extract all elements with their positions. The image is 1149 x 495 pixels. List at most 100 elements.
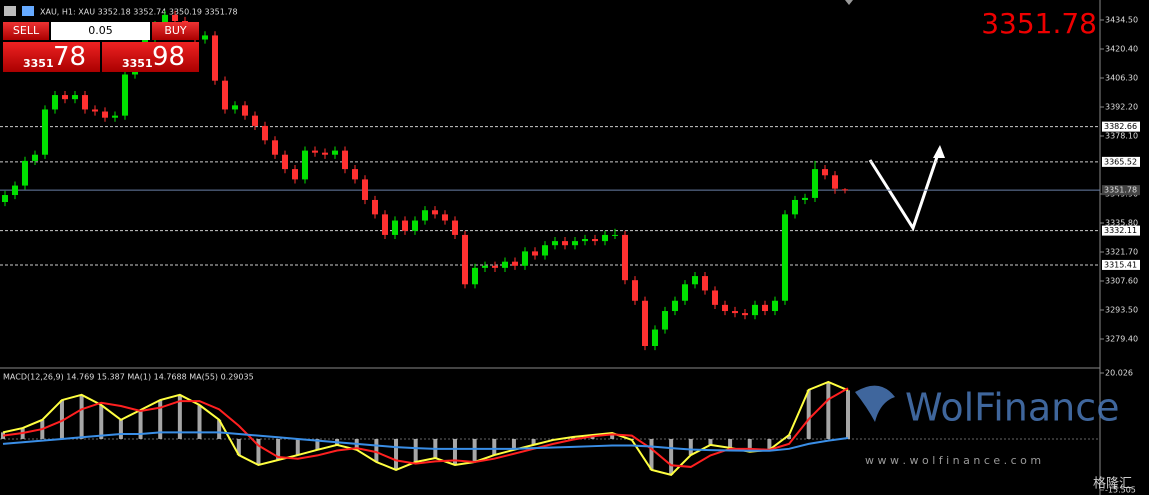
icon <box>22 6 34 16</box>
level-label: 3315.41 <box>1104 260 1137 269</box>
histogram-bar <box>610 433 615 439</box>
y-tick-label: 3406.30 <box>1105 73 1138 82</box>
candle-body <box>582 239 588 242</box>
candle-body <box>442 214 448 221</box>
candle-body <box>592 239 598 242</box>
candle-body <box>662 311 668 330</box>
candle-body <box>602 234 608 242</box>
candle-body <box>622 234 628 281</box>
histogram-bar <box>197 405 202 439</box>
candle-body <box>312 150 318 153</box>
candle-body <box>422 210 428 221</box>
candle-body <box>532 251 538 256</box>
histogram-bar <box>138 409 143 439</box>
candle-body <box>462 234 468 285</box>
macd-label: MACD(12,26,9) 14.769 15.387 MA(1) 14.768… <box>3 373 254 382</box>
candle-body <box>692 276 698 285</box>
macd-line <box>2 387 849 468</box>
candle-body <box>732 311 738 314</box>
candle-body <box>322 152 328 155</box>
level-label-bg <box>1102 225 1140 236</box>
forecast-arrow <box>868 147 942 232</box>
watermark-brand: WolFinance <box>905 386 1120 430</box>
level-label-bg <box>1102 259 1140 270</box>
candle-body <box>572 241 578 246</box>
candle-body <box>722 304 728 312</box>
histogram-bar <box>374 438 379 462</box>
candle-body <box>672 300 678 312</box>
y-tick-label: 3378.10 <box>1105 131 1138 140</box>
histogram-bar <box>99 405 104 439</box>
level-label-bg <box>1102 185 1140 196</box>
histogram-bar <box>394 438 399 470</box>
candle-body <box>82 95 88 110</box>
candle-body <box>762 304 768 312</box>
candle-body <box>212 35 218 81</box>
candle-body <box>492 265 498 268</box>
candle-body <box>432 210 438 215</box>
histogram-bar <box>531 438 536 445</box>
candle-body <box>502 261 508 268</box>
histogram-bar <box>276 438 281 461</box>
shift-marker <box>845 0 853 5</box>
candle-body <box>612 234 618 236</box>
bid-box[interactable]: 3351 78 <box>3 42 100 72</box>
histogram-bar <box>747 438 752 452</box>
candle-body <box>282 154 288 170</box>
candle-body <box>352 169 358 180</box>
y-tick-label: 3420.40 <box>1105 44 1138 53</box>
icon <box>4 6 16 16</box>
y-tick-label: 3392.20 <box>1105 102 1138 111</box>
candle-body <box>742 313 748 316</box>
candle-body <box>482 265 488 268</box>
watermark-source: 格隆汇 <box>1093 476 1132 492</box>
buy-button[interactable]: BUY <box>152 22 199 40</box>
candle-body <box>522 251 528 266</box>
candle-body <box>302 150 308 180</box>
sell-button[interactable]: SELL <box>3 22 49 40</box>
bid-pips: 78 <box>53 42 87 72</box>
candle-body <box>392 220 398 235</box>
candle-body <box>262 125 268 141</box>
histogram-bar <box>492 438 497 456</box>
candle-body <box>52 95 58 110</box>
candle-body <box>782 214 788 301</box>
histogram-bar <box>295 438 300 456</box>
candle-body <box>562 241 568 246</box>
ask-box[interactable]: 3351 98 <box>102 42 199 72</box>
candle-body <box>162 14 168 26</box>
volume-input[interactable]: 0.05 <box>51 22 150 40</box>
histogram-bar <box>787 434 792 439</box>
macd-line <box>2 431 849 452</box>
histogram-bar <box>158 400 163 439</box>
candle-body <box>202 35 208 40</box>
candle-body <box>752 304 758 316</box>
histogram-bar <box>767 438 772 450</box>
arrow-head <box>933 145 945 158</box>
watermark-url: w w w . w o l f i n a n c e . c o m <box>865 454 1041 467</box>
candle-body <box>42 109 48 155</box>
y-tick-label: -15.505 <box>1105 486 1136 495</box>
histogram-bar <box>177 394 182 439</box>
candle-body <box>12 185 18 196</box>
last-price: 3351.78 <box>981 7 1097 40</box>
y-tick-label: 3293.50 <box>1105 306 1138 315</box>
histogram-bar <box>118 419 123 439</box>
histogram-bar <box>236 438 241 456</box>
candle-body <box>342 150 348 170</box>
histogram-bar <box>806 389 811 439</box>
histogram-bar <box>472 438 477 462</box>
histogram-bar <box>452 438 457 465</box>
histogram-bar <box>315 438 320 450</box>
histogram-bar <box>688 438 693 456</box>
candle-body <box>402 220 408 231</box>
candle-body <box>512 261 518 266</box>
candle-body <box>62 95 68 100</box>
candle-body <box>332 150 338 155</box>
histogram-bar <box>59 400 64 439</box>
candle-body <box>242 105 248 116</box>
y-tick-label: 3434.50 <box>1105 15 1138 24</box>
y-tick-label: 3307.60 <box>1105 277 1138 286</box>
candle-body <box>412 220 418 231</box>
